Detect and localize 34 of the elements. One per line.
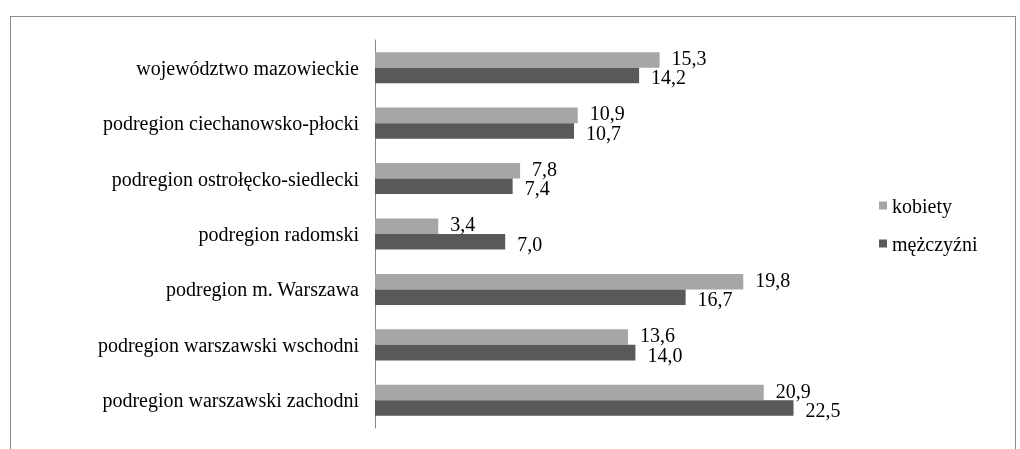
bar bbox=[375, 178, 513, 195]
bar bbox=[375, 67, 640, 84]
y-tick-label: podregion warszawski wschodni bbox=[97, 333, 360, 357]
data-label: 10,9 bbox=[589, 102, 625, 125]
bar bbox=[375, 107, 578, 124]
y-tick-label: województwo mazowieckie bbox=[136, 56, 360, 80]
data-label: 20,9 bbox=[775, 379, 811, 402]
data-label: 19,8 bbox=[755, 268, 791, 291]
bar bbox=[375, 289, 686, 305]
data-label: 13,6 bbox=[639, 324, 675, 347]
y-tick-label: podregion ciechanowsko-płocki bbox=[102, 112, 360, 136]
bar bbox=[375, 329, 628, 345]
bar bbox=[375, 52, 660, 68]
bar bbox=[375, 163, 521, 179]
bar bbox=[375, 123, 575, 139]
data-label: 14,2 bbox=[651, 66, 687, 89]
data-label: 7,8 bbox=[532, 157, 558, 180]
bar bbox=[375, 234, 506, 250]
data-label: 3,4 bbox=[450, 213, 476, 236]
data-label: 16,7 bbox=[697, 288, 733, 311]
bar bbox=[375, 218, 439, 234]
bar bbox=[375, 344, 636, 361]
bar bbox=[375, 384, 764, 401]
data-label: 22,5 bbox=[805, 399, 841, 422]
data-label: 15,3 bbox=[671, 46, 707, 69]
data-label: 7,0 bbox=[517, 232, 543, 255]
bar bbox=[375, 400, 794, 416]
y-tick-label: podregion ostrołęcko-siedlecki bbox=[111, 167, 360, 191]
legend-label: mężczyźni bbox=[892, 232, 978, 256]
legend-label: kobiety bbox=[892, 194, 952, 218]
bar bbox=[375, 273, 744, 290]
y-tick-label: podregion m. Warszawa bbox=[166, 278, 360, 302]
y-tick-label: podregion radomski bbox=[198, 223, 360, 246]
y-tick-label: podregion warszawski zachodni bbox=[102, 389, 360, 413]
